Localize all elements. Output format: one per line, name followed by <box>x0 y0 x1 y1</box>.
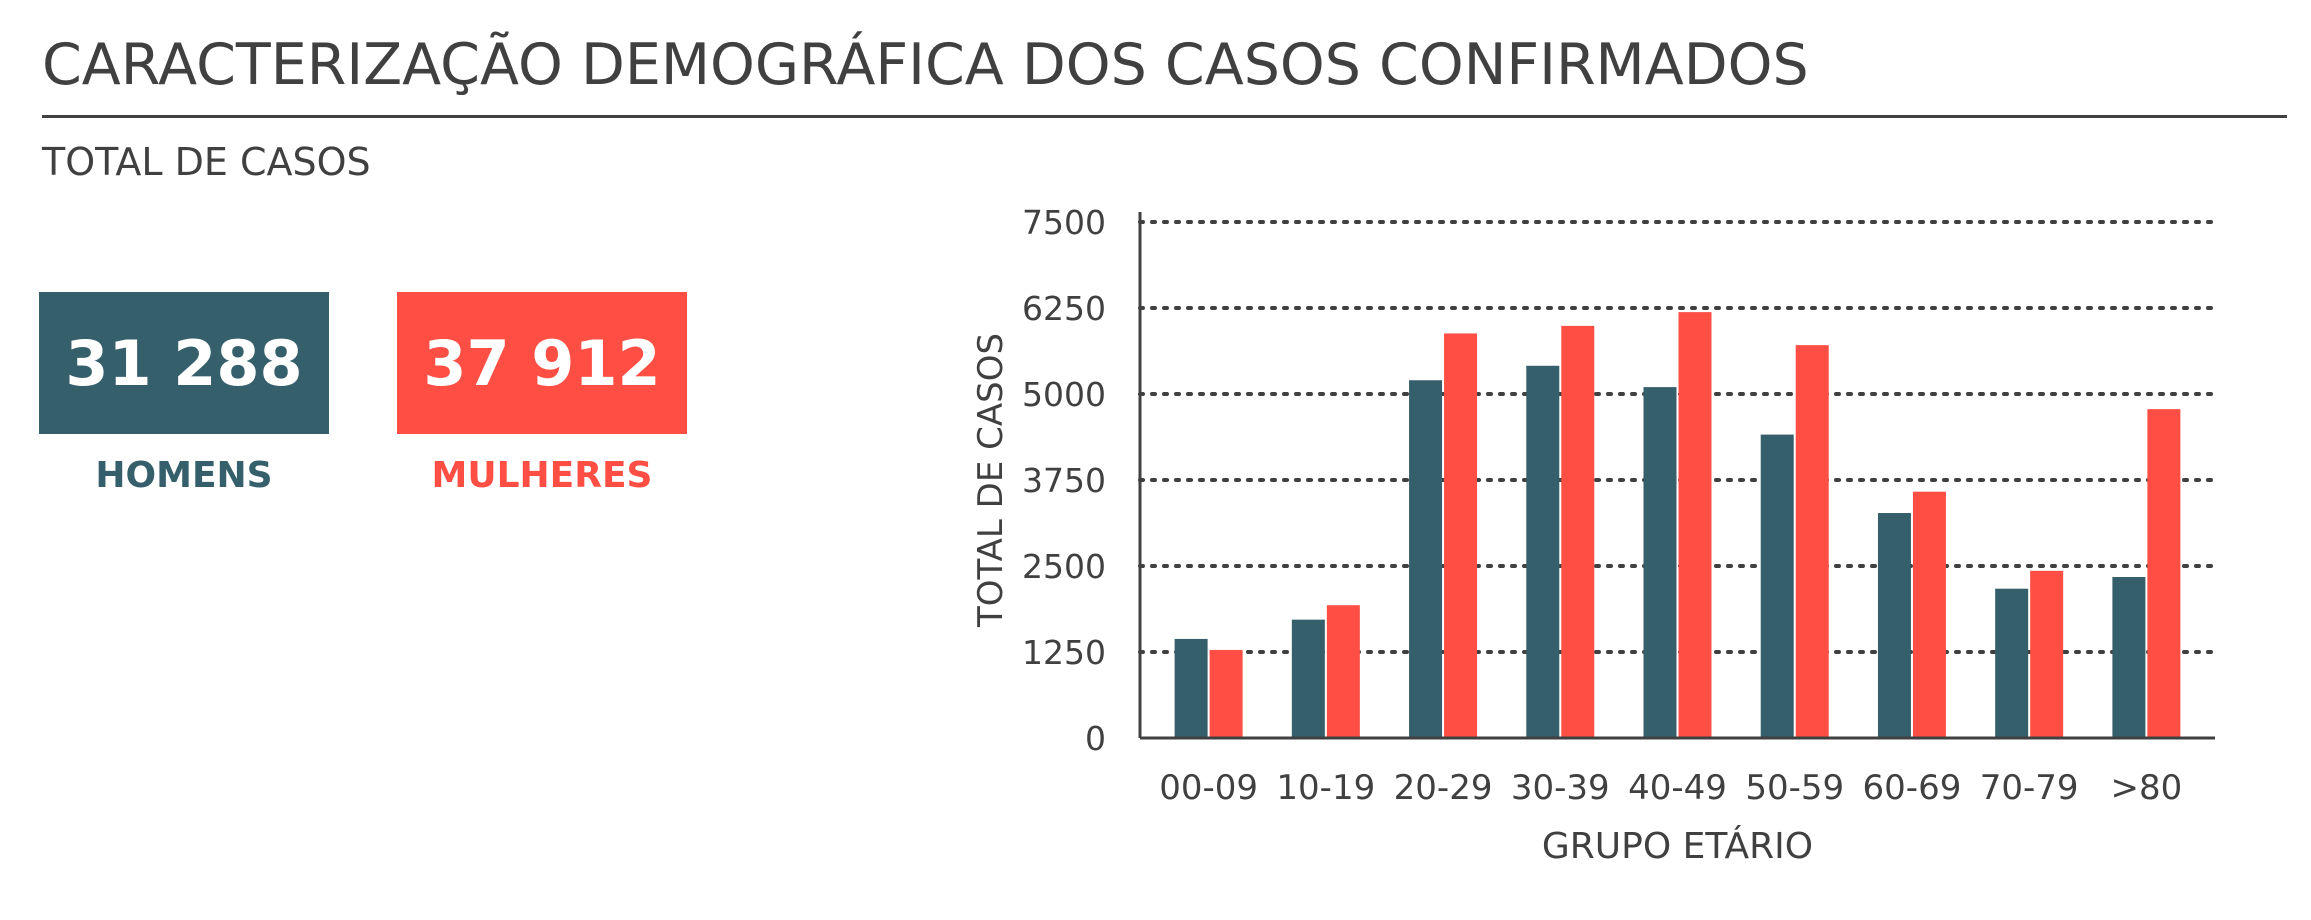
bar-mulheres-70-79 <box>2030 570 2064 738</box>
x-tick-label: 40-49 <box>1628 768 1727 808</box>
men-label: HOMENS <box>95 455 273 496</box>
bar-mulheres-60-69 <box>1912 491 1946 738</box>
bar-homens-00-09 <box>1174 638 1208 738</box>
bar-mulheres-10-19 <box>1326 605 1360 738</box>
age-group-bar-chart: 0 1250 2500 3750 5000 6250 7500 00-09 10-19 20-2… <box>971 203 2217 867</box>
x-tick-label: 20-29 <box>1394 768 1493 808</box>
women-label: MULHERES <box>431 455 653 496</box>
women-total-box: 37 912 <box>397 292 687 434</box>
title-divider <box>42 115 2287 118</box>
y-tick-labels: 0 1250 2500 3750 5000 6250 7500 <box>1022 203 1106 758</box>
y-tick-label: 3750 <box>1022 461 1106 500</box>
x-tick-label: >80 <box>2111 768 2183 808</box>
y-tick-label: 6250 <box>1022 289 1106 328</box>
y-axis-title: TOTAL DE CASOS <box>971 333 1011 628</box>
bar-homens-70-79 <box>1995 588 2029 738</box>
x-tick-label: 00-09 <box>1159 768 1258 808</box>
men-total-value: 31 288 <box>65 326 303 400</box>
y-tick-label: 7500 <box>1022 203 1106 242</box>
bar-mulheres-30-39 <box>1561 325 1595 738</box>
bar-mulheres-00-09 <box>1209 649 1243 738</box>
y-tick-label: 0 <box>1085 719 1106 758</box>
x-axis-title: GRUPO ETÁRIO <box>1542 825 1813 867</box>
section-subtitle: TOTAL DE CASOS <box>42 140 371 184</box>
x-tick-label: 10-19 <box>1276 768 1375 808</box>
men-total-box: 31 288 <box>39 292 329 434</box>
y-tick-label: 5000 <box>1022 375 1106 414</box>
y-tick-label: 1250 <box>1022 633 1106 672</box>
bars <box>1174 312 2181 738</box>
women-total-value: 37 912 <box>423 326 661 400</box>
bar-mulheres-20-29 <box>1444 333 1478 738</box>
bar-homens-50-59 <box>1760 434 1794 738</box>
x-tick-labels: 00-09 10-19 20-29 30-39 40-49 50-59 60-69 70-79… <box>1159 768 2182 808</box>
y-tick-label: 2500 <box>1022 547 1106 586</box>
x-tick-label: 70-79 <box>1980 768 2079 808</box>
bar-homens-10-19 <box>1291 619 1325 738</box>
bar-homens-40-49 <box>1643 387 1677 738</box>
bar-mulheres-50-59 <box>1795 345 1829 738</box>
x-tick-label: 30-39 <box>1511 768 1610 808</box>
bar-homens-30-39 <box>1526 365 1560 738</box>
bar-homens-60-69 <box>1877 513 1911 738</box>
x-tick-label: 50-59 <box>1745 768 1844 808</box>
bar-homens-over-80 <box>2112 577 2146 738</box>
bar-homens-20-29 <box>1409 380 1443 738</box>
bar-mulheres-40-49 <box>1678 312 1712 738</box>
bar-mulheres-over-80 <box>2147 409 2181 738</box>
x-tick-label: 60-69 <box>1863 768 1962 808</box>
page-title: CARACTERIZAÇÃO DEMOGRÁFICA DOS CASOS CON… <box>42 32 1809 98</box>
